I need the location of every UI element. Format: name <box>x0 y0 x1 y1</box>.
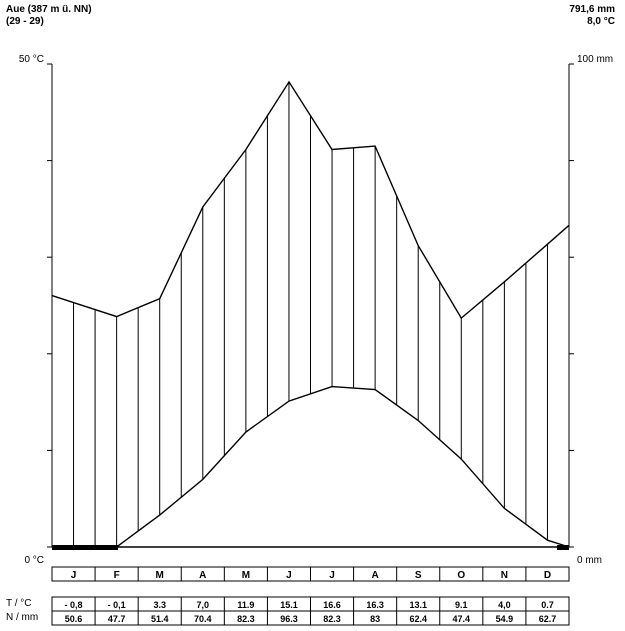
month-label: J <box>286 570 292 581</box>
precipitation-value: 50.6 <box>65 614 83 624</box>
temperature-value: 9.1 <box>455 600 468 610</box>
temperature-value: - 0,8 <box>65 600 83 610</box>
table-row-temp-label: T / °C <box>6 598 31 609</box>
table-row-precip-label: N / mm <box>6 612 38 623</box>
month-label: D <box>544 570 551 581</box>
month-label: S <box>415 570 422 581</box>
precipitation-value: 83 <box>370 614 380 624</box>
month-label: J <box>329 570 335 581</box>
annual-mean-temperature: 8,0 °C <box>587 16 615 27</box>
frost-bar <box>557 545 569 550</box>
temperature-line <box>52 385 570 548</box>
left-axis-min-label: 0 °C <box>24 555 44 566</box>
temperature-value: 3.3 <box>153 600 166 610</box>
month-label: A <box>372 570 379 581</box>
temperature-value: 13.1 <box>409 600 427 610</box>
chart-header-left: Aue (387 m ü. NN) (29 - 29) <box>6 4 92 28</box>
right-axis-min-label: 0 mm <box>577 555 602 566</box>
chart-header-right: 791,6 mm 8,0 °C <box>569 4 615 28</box>
temperature-value: 0.7 <box>541 600 554 610</box>
series-lines <box>51 80 570 548</box>
month-label: F <box>114 570 120 581</box>
precipitation-value: 51.4 <box>151 614 169 624</box>
month-label: A <box>199 570 206 581</box>
station-name: Aue (387 m ü. NN) <box>6 4 92 15</box>
temperature-value: 11.9 <box>237 600 254 610</box>
precipitation-value: 47.7 <box>108 614 126 624</box>
annual-precipitation: 791,6 mm <box>569 4 615 15</box>
right-axis-max-label: 100 mm <box>577 54 613 65</box>
precipitation-value: 82.3 <box>237 614 255 624</box>
month-label: O <box>457 570 465 581</box>
month-label: M <box>156 570 164 581</box>
precipitation-value: 47.4 <box>453 614 471 624</box>
frost-bars <box>52 545 569 550</box>
temperature-value: 15.1 <box>280 600 298 610</box>
precipitation-value: 96.3 <box>280 614 298 624</box>
month-label: M <box>242 570 250 581</box>
precipitation-value: 82.3 <box>323 614 341 624</box>
axes-layer <box>47 63 574 548</box>
left-axis-max-label: 50 °C <box>19 54 44 65</box>
frost-bar <box>52 545 118 550</box>
observation-period: (29 - 29) <box>6 16 44 27</box>
month-label: N <box>501 570 508 581</box>
precipitation-value: 70.4 <box>194 614 212 624</box>
precipitation-line <box>51 80 570 320</box>
temperature-value: 16.6 <box>323 600 341 610</box>
temperature-value: - 0,1 <box>108 600 126 610</box>
data-table: - 0,8 50.6 - 0,1 47.7 3.3 51.4 7,0 70.4 11.9 82.3… <box>51 596 570 626</box>
precipitation-value: 54.9 <box>496 614 514 624</box>
month-label: J <box>71 570 77 581</box>
precipitation-value: 62.4 <box>409 614 427 624</box>
precipitation-value: 62.7 <box>539 614 557 624</box>
temperature-value: 4,0 <box>498 600 511 610</box>
temperature-value: 7,0 <box>197 600 210 610</box>
humid-hatching <box>73 81 548 547</box>
temperature-value: 16.3 <box>366 600 384 610</box>
